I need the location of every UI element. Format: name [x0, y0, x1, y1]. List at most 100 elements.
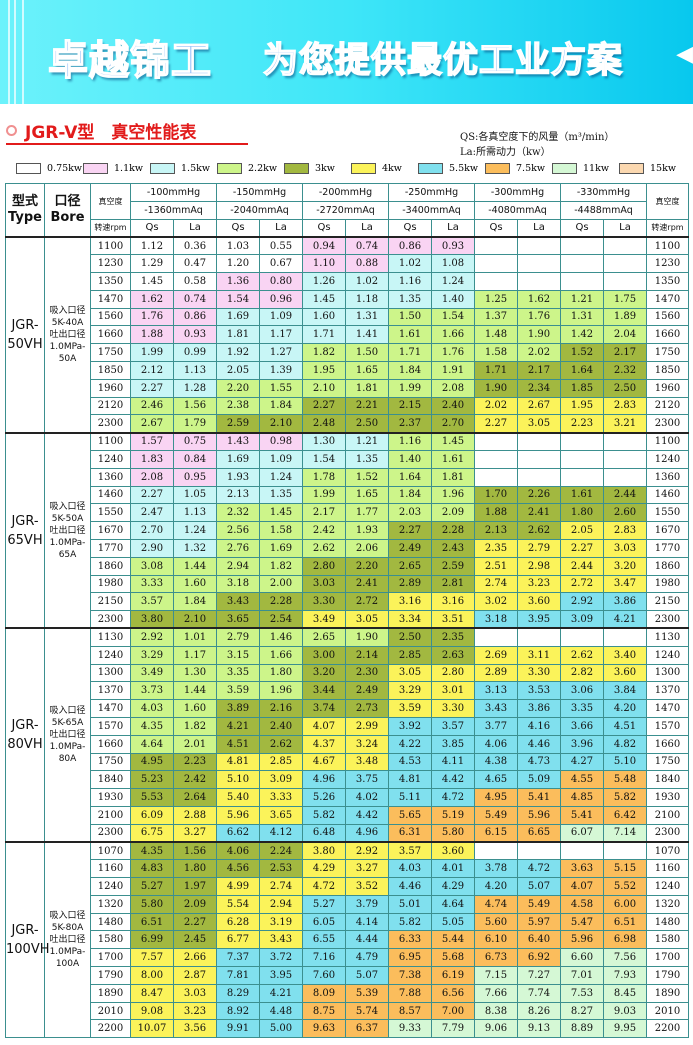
la-cell: 2.54: [259, 610, 303, 629]
rpm-cell: 1100: [90, 235, 131, 256]
qs-cell: [560, 467, 604, 487]
qs-cell: 7.53: [560, 983, 604, 1003]
rpm-cell: 1480: [90, 912, 131, 932]
la-cell: 0.93: [431, 235, 475, 256]
la-cell: 3.60: [603, 663, 647, 683]
qs-cell: 2.13: [216, 485, 260, 505]
rpm-cell: 1860: [90, 556, 131, 576]
rpm-cell-right: 1480: [646, 912, 689, 932]
qs-cell: 1.71: [388, 343, 432, 362]
qs-cell: 3.18: [216, 574, 260, 594]
qs-cell: 3.18: [474, 610, 518, 629]
legend-swatch: [284, 163, 309, 174]
la-cell: 1.62: [517, 289, 561, 309]
la-cell: 4.21: [603, 610, 647, 629]
qs-cell: 1.71: [302, 325, 346, 345]
la-cell: 4.02: [345, 788, 389, 807]
la-cell: 7.56: [603, 948, 647, 968]
qs-cell: 3.96: [560, 734, 604, 754]
bore-spec: 吸入口径 5K-40A 吐出口径 1.0MPa- 50A: [44, 235, 91, 434]
rpm-cell: 1230: [90, 254, 131, 273]
qs-cell: 2.27: [388, 521, 432, 540]
rpm-cell-right: 1750: [646, 343, 689, 362]
la-cell: 1.45: [431, 431, 475, 451]
rpm-cell: 1550: [90, 503, 131, 523]
rpm-cell-right: 1350: [646, 271, 689, 291]
la-cell: 1.55: [259, 378, 303, 398]
table-row: 1240 1.83 0.84 1.69 1.09 1.54 1.35 1.40 1.61 1240: [6, 449, 689, 469]
la-cell: [517, 467, 561, 487]
table-row: 1240 5.27 1.97 4.99 2.74 4.72 3.52 4.46 4.29 4.20…: [6, 877, 689, 896]
la-cell: 7.93: [603, 966, 647, 985]
la-cell: 4.01: [431, 859, 475, 879]
rpm-cell-right: 1460: [646, 485, 689, 505]
legend-label: 15kw: [650, 163, 676, 174]
la-cell: 4.14: [345, 912, 389, 932]
la-cell: 3.05: [345, 610, 389, 629]
la-cell: 6.98: [603, 930, 647, 950]
qs-cell: [560, 254, 604, 273]
rpm-cell-right: 1930: [646, 788, 689, 807]
rpm-cell: 1930: [90, 788, 131, 807]
header-pressure-mmaq: -2720mmAq: [302, 200, 389, 220]
qs-cell: 1.57: [130, 431, 174, 451]
qs-cell: 4.67: [302, 752, 346, 772]
la-cell: 1.50: [345, 343, 389, 362]
qs-cell: 5.82: [302, 805, 346, 825]
la-cell: 2.94: [259, 894, 303, 914]
qs-cell: 4.51: [216, 734, 260, 754]
la-cell: 4.51: [603, 716, 647, 736]
qs-cell: 3.57: [130, 592, 174, 612]
qs-cell: 1.69: [216, 449, 260, 469]
header-la: La: [431, 218, 475, 238]
qs-cell: 1.35: [388, 289, 432, 309]
note-la: La:所需动力（kw）: [460, 147, 551, 158]
rpm-cell-right: 2120: [646, 396, 689, 416]
rpm-cell: 1570: [90, 716, 131, 736]
qs-cell: 7.15: [474, 966, 518, 985]
la-cell: 1.60: [173, 574, 217, 594]
la-cell: 2.17: [517, 360, 561, 380]
la-cell: 3.27: [345, 859, 389, 879]
header-pressure-mmaq: -1360mmAq: [130, 200, 217, 220]
legend-swatch: [150, 163, 175, 174]
qs-cell: 4.96: [302, 770, 346, 790]
la-cell: 2.20: [345, 556, 389, 576]
table-row: 1470 4.03 1.60 3.89 2.16 3.74 2.73 3.59 3.30 3.43…: [6, 699, 689, 718]
banner-stripe: [8, 0, 10, 104]
table-row: 2100 6.09 2.88 5.96 3.65 5.82 4.42 5.65 5.19 5.49…: [6, 805, 689, 825]
qs-cell: 1.88: [474, 503, 518, 523]
rpm-cell-right: 1580: [646, 930, 689, 950]
la-cell: 3.95: [517, 610, 561, 629]
qs-cell: 4.35: [130, 840, 174, 861]
legend-label: 0.75kw: [47, 163, 83, 174]
qs-cell: 3.30: [302, 592, 346, 612]
la-cell: 2.30: [345, 663, 389, 683]
rpm-cell: 1460: [90, 485, 131, 505]
qs-cell: 1.70: [474, 485, 518, 505]
qs-cell: 2.59: [216, 414, 260, 434]
qs-cell: 3.63: [560, 859, 604, 879]
la-cell: 3.56: [173, 1019, 217, 1039]
la-cell: 5.05: [431, 912, 475, 932]
header-qs: Qs: [560, 218, 604, 238]
la-cell: 2.42: [173, 770, 217, 790]
qs-cell: 2.90: [130, 538, 174, 558]
la-cell: 2.83: [603, 521, 647, 540]
qs-cell: 8.89: [560, 1019, 604, 1039]
qs-cell: 4.74: [474, 894, 518, 914]
qs-cell: 1.26: [302, 271, 346, 291]
qs-cell: 1.83: [130, 449, 174, 469]
la-cell: 3.52: [345, 877, 389, 896]
table-row: 1850 2.12 1.13 2.05 1.39 1.95 1.65 1.84 1.91 1.71…: [6, 360, 689, 380]
la-cell: 1.60: [173, 699, 217, 718]
qs-cell: 7.01: [560, 966, 604, 985]
la-cell: 2.10: [173, 610, 217, 629]
legend-item: 11kw: [552, 163, 619, 174]
la-cell: 1.09: [259, 449, 303, 469]
qs-cell: 1.64: [560, 360, 604, 380]
rpm-cell: 1790: [90, 966, 131, 985]
bore-line: 5K-65A: [51, 718, 84, 729]
la-cell: 5.68: [431, 948, 475, 968]
rpm-cell-right: 1790: [646, 966, 689, 985]
